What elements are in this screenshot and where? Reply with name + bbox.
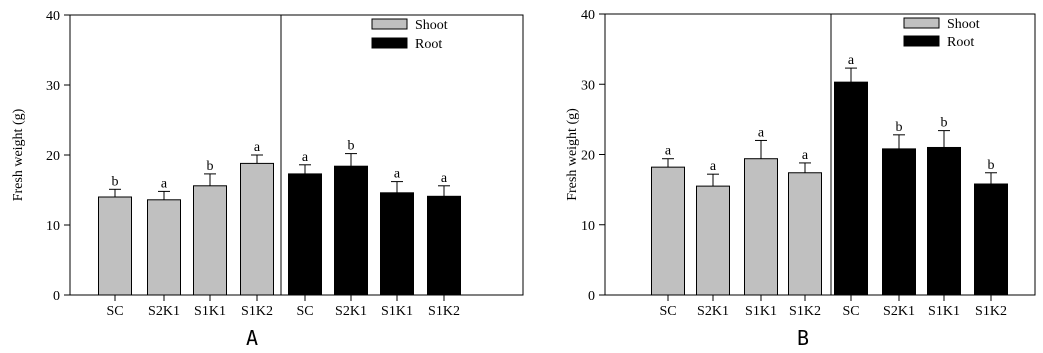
bar-root — [334, 165, 368, 296]
bar-shoot — [744, 158, 778, 296]
significance-letter: a — [710, 159, 717, 174]
legend-swatch-root — [903, 35, 940, 47]
x-tick-label: S1K1 — [745, 304, 777, 319]
significance-letter: a — [161, 176, 168, 191]
x-tick-label: S1K1 — [194, 304, 226, 319]
x-tick-label: S2K1 — [335, 304, 367, 319]
y-tick-label: 30 — [581, 78, 595, 93]
significance-letter: b — [988, 158, 995, 173]
bar-shoot — [147, 199, 181, 296]
x-tick-label: S1K1 — [381, 304, 413, 319]
significance-letter: b — [941, 116, 948, 131]
significance-letter: a — [254, 140, 261, 155]
bar-shoot — [98, 196, 132, 296]
panel-label: A — [246, 326, 258, 350]
legend-swatch-shoot — [903, 17, 940, 29]
legend-label-shoot: Shoot — [415, 18, 448, 33]
x-tick-label: S1K2 — [428, 304, 460, 319]
legend-label-shoot: Shoot — [947, 17, 980, 32]
significance-letter: a — [848, 53, 855, 68]
legend-label-root: Root — [415, 37, 442, 52]
legend-label-root: Root — [947, 35, 974, 50]
chart-panel-b: 0 10 20 30 40 Fresh weight (g) SC S2K1 S1K1 S1K2 S… — [565, 8, 1036, 350]
significance-letter: a — [665, 144, 672, 159]
significance-letter: a — [802, 148, 809, 163]
x-tick-label: S2K1 — [883, 304, 915, 319]
legend-swatch-root — [371, 37, 408, 49]
y-tick-label: 40 — [581, 8, 595, 23]
y-tick-label: 20 — [46, 149, 60, 164]
y-axis-label: Fresh weight (g) — [11, 108, 26, 201]
x-tick-label: SC — [296, 304, 313, 319]
bar-root — [974, 183, 1008, 296]
x-tick-label: S1K1 — [928, 304, 960, 319]
x-tick-label: S1K2 — [975, 304, 1007, 319]
legend-swatch-shoot — [371, 18, 408, 30]
y-tick-label: 30 — [46, 79, 60, 94]
bar-root — [380, 192, 414, 296]
legend: Shoot Root — [903, 17, 980, 50]
x-tick-label: SC — [842, 304, 859, 319]
legend: Shoot Root — [371, 18, 448, 52]
bar-root — [427, 195, 461, 296]
bar-shoot — [651, 166, 685, 296]
x-tick-label: S2K1 — [148, 304, 180, 319]
significance-letter: a — [441, 171, 448, 186]
bar-shoot — [240, 162, 274, 296]
bar-shoot — [193, 185, 227, 296]
significance-letter: b — [207, 159, 214, 174]
bar-shoot — [788, 172, 822, 296]
significance-letter: a — [302, 150, 309, 165]
bar-shoot — [696, 185, 730, 296]
significance-letter: b — [348, 139, 355, 154]
y-tick-label: 0 — [53, 289, 60, 304]
bar-root — [927, 146, 961, 296]
x-tick-label: SC — [659, 304, 676, 319]
bar-root — [288, 173, 322, 296]
significance-letter: b — [112, 174, 119, 189]
y-tick-label: 0 — [588, 289, 595, 304]
significance-letter: a — [394, 167, 401, 182]
y-tick-label: 10 — [581, 219, 595, 234]
x-tick-label: S2K1 — [697, 304, 729, 319]
x-tick-label: SC — [106, 304, 123, 319]
x-tick-label: S1K2 — [241, 304, 273, 319]
y-tick-label: 20 — [581, 149, 595, 164]
y-tick-label: 10 — [46, 219, 60, 234]
significance-letter: a — [758, 125, 765, 140]
y-axis-label: Fresh weight (g) — [565, 108, 580, 201]
significance-letter: b — [896, 120, 903, 135]
x-tick-label: S1K2 — [789, 304, 821, 319]
panel-label: B — [797, 326, 809, 350]
bar-root — [834, 81, 868, 296]
y-tick-label: 40 — [46, 9, 60, 24]
chart-panel-a: 0 10 20 30 40 Fresh weight (g) SC S2K1 S1K1 S1K2 S… — [11, 9, 524, 350]
bar-root — [882, 148, 916, 296]
